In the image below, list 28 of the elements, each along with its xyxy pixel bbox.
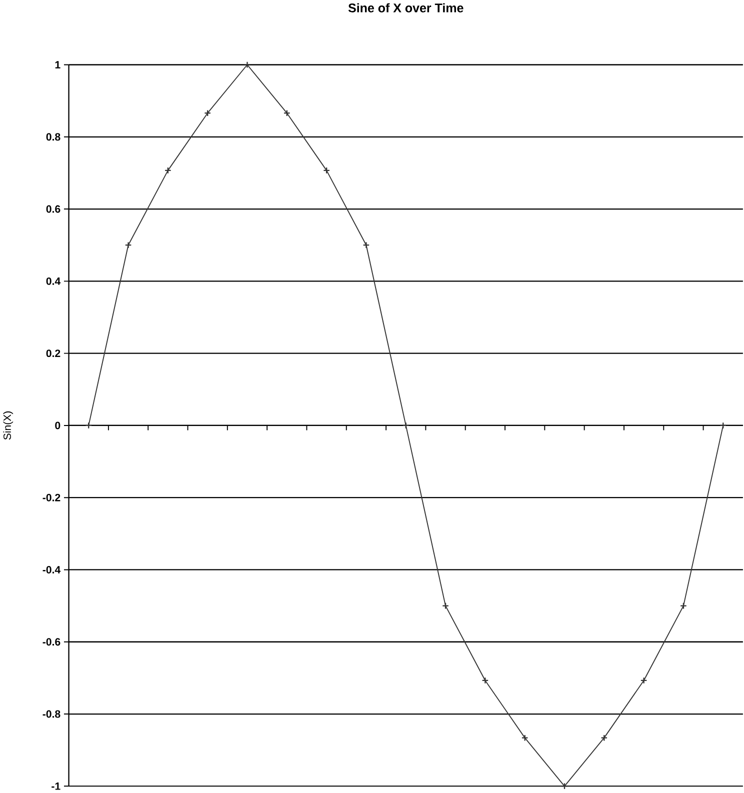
- point: [164, 166, 172, 174]
- y-tick-label: -0.2: [43, 494, 60, 502]
- y-tick-label: 0.8: [46, 133, 60, 141]
- y-tick-label: 0.4: [46, 277, 61, 285]
- point: [561, 782, 568, 790]
- y-tick-label: 1: [56, 61, 61, 68]
- point: [362, 242, 370, 249]
- point: [204, 110, 212, 117]
- point: [482, 677, 489, 684]
- y-axis-title: Sin(X): [3, 411, 14, 440]
- point: [522, 734, 529, 742]
- point: [640, 677, 648, 684]
- y-tick-label: 0.6: [46, 205, 60, 213]
- y-tick-label: -0.4: [43, 566, 61, 574]
- point: [125, 242, 132, 249]
- point: [323, 166, 330, 174]
- point: [680, 602, 688, 610]
- point: [284, 110, 291, 117]
- y-tick-label: -0.8: [43, 710, 60, 718]
- y-tick-label: 0.2: [46, 350, 60, 358]
- y-tick-label: -1: [52, 782, 61, 790]
- y-tick-label: 0: [55, 422, 60, 430]
- point: [600, 734, 608, 742]
- chart-title: Sine of X over Time: [348, 3, 464, 12]
- point: [442, 602, 450, 610]
- point: [244, 61, 251, 68]
- y-tick-label: -0.6: [43, 638, 60, 646]
- point: [402, 422, 410, 429]
